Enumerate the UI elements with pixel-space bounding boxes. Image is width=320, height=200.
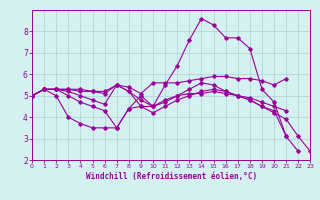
- X-axis label: Windchill (Refroidissement éolien,°C): Windchill (Refroidissement éolien,°C): [86, 172, 257, 181]
